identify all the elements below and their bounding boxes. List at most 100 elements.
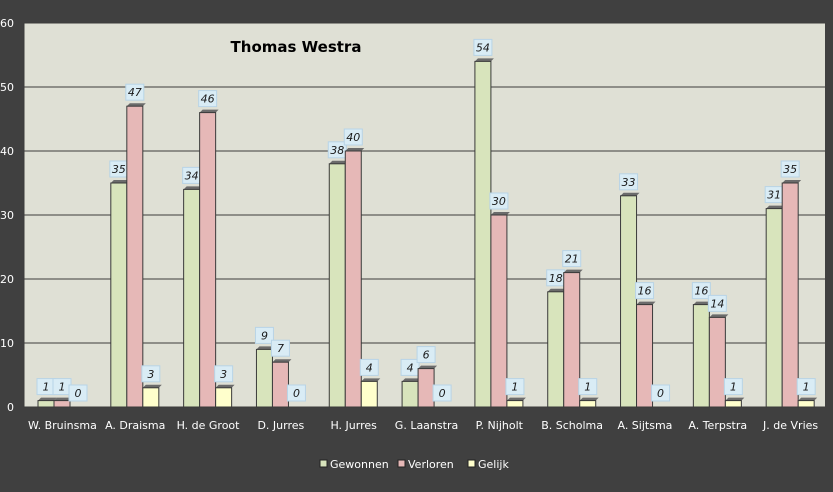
x-tick-label: A. Draisma	[105, 419, 165, 432]
legend-swatch	[319, 459, 328, 468]
chart-title: Thomas Westra	[231, 38, 362, 56]
data-label: 33	[622, 176, 636, 189]
bar-gewonnen	[255, 348, 273, 408]
data-label-box	[254, 326, 274, 344]
bar-top-verloren	[126, 103, 146, 107]
data-label: 7	[277, 342, 284, 355]
legend-label: Verloren	[408, 458, 454, 471]
data-label-box	[780, 160, 800, 178]
bar-top-verloren	[272, 359, 292, 363]
y-tick-label: 50	[0, 81, 14, 94]
x-tick-label: P. Nijholt	[476, 419, 524, 432]
data-label-box	[68, 384, 88, 402]
legend-label: Gewonnen	[330, 458, 389, 471]
bar-gewonnen	[183, 188, 201, 408]
bar-verloren	[781, 182, 799, 408]
data-label: 4	[407, 361, 414, 374]
data-label-box	[270, 339, 290, 357]
data-label-box	[619, 173, 639, 191]
x-tick-label: B. Scholma	[541, 419, 603, 432]
data-label-box	[141, 365, 161, 383]
y-tick-label: 20	[0, 273, 14, 286]
data-label-box	[343, 128, 363, 146]
x-tick-label: W. Bruinsma	[28, 419, 97, 432]
data-label-box	[562, 250, 582, 268]
bar-top-gewonnen	[329, 160, 349, 164]
data-label-box	[198, 90, 218, 108]
bar-top-gewonnen	[547, 288, 567, 292]
x-tick-label: J. de Vries	[762, 419, 818, 432]
data-label-box	[125, 83, 145, 101]
bar-gewonnen	[37, 400, 55, 408]
data-label: 3	[147, 368, 154, 381]
data-label: 4	[366, 361, 373, 374]
bar-top-verloren	[418, 365, 438, 369]
bar-top-verloren	[490, 212, 510, 215]
x-tick-label: A. Sijtsma	[617, 419, 672, 432]
data-label-box	[796, 378, 816, 396]
data-label-box	[635, 282, 655, 300]
x-tick-label: D. Jurres	[257, 419, 304, 432]
data-label: 9	[261, 329, 268, 342]
legend-swatch	[397, 459, 406, 468]
bar-top-gewonnen	[110, 180, 130, 183]
data-label-box	[359, 358, 379, 376]
data-label: 16	[638, 285, 652, 298]
x-tick-label: G. Laanstra	[395, 419, 458, 432]
bar-gelijk	[142, 387, 160, 408]
data-label-box	[286, 384, 306, 402]
data-label-box	[651, 384, 671, 402]
data-label: 0	[75, 387, 82, 400]
data-label-box	[578, 378, 598, 396]
data-label: 1	[584, 381, 591, 394]
bar-verloren	[563, 272, 581, 408]
data-label: 40	[346, 131, 360, 144]
data-label: 1	[43, 381, 50, 394]
x-tick-label: H. de Groot	[177, 419, 241, 432]
y-tick-label: 0	[7, 401, 14, 414]
bar-verloren	[271, 361, 289, 408]
bar-top-gelijk	[215, 384, 235, 388]
data-label: 0	[293, 387, 300, 400]
bar-gelijk	[724, 400, 742, 408]
data-label: 21	[565, 253, 579, 266]
bar-verloren	[636, 304, 654, 408]
bar-verloren	[53, 400, 71, 408]
data-label: 54	[476, 41, 490, 54]
bar-verloren	[126, 105, 144, 408]
data-label-box	[505, 378, 525, 396]
data-label-box	[473, 38, 493, 56]
bar-top-verloren	[199, 109, 219, 113]
bar-top-gelijk	[579, 397, 599, 401]
bar-gelijk	[506, 400, 524, 408]
bar-top-gelijk	[798, 397, 818, 401]
bar-top-gewonnen	[256, 346, 276, 350]
data-label: 0	[657, 387, 664, 400]
bar-gewonnen	[401, 380, 419, 408]
bar-top-gewonnen	[183, 186, 203, 190]
data-label-box	[214, 365, 234, 383]
bar-top-gelijk	[142, 384, 162, 388]
data-label: 3	[220, 368, 227, 381]
legend-label: Gelijk	[478, 458, 509, 471]
bar-verloren	[417, 368, 435, 408]
data-label-box	[327, 141, 347, 159]
data-label-box	[400, 358, 420, 376]
bar-gelijk	[797, 400, 815, 408]
data-label-box	[416, 346, 436, 364]
data-label: 47	[128, 86, 142, 99]
data-label: 35	[112, 163, 126, 176]
data-label-box	[707, 294, 727, 312]
legend-swatch	[467, 459, 476, 468]
data-label: 1	[730, 381, 737, 394]
data-label: 1	[59, 381, 66, 394]
bar-top-gelijk	[506, 397, 526, 401]
bar-gewonnen	[474, 60, 492, 408]
y-tick-label: 30	[0, 209, 14, 222]
data-label: 18	[549, 272, 563, 285]
data-label: 34	[185, 169, 199, 182]
bar-top-verloren	[563, 269, 583, 273]
y-tick-label: 40	[0, 145, 14, 158]
bar-top-verloren	[782, 180, 802, 183]
